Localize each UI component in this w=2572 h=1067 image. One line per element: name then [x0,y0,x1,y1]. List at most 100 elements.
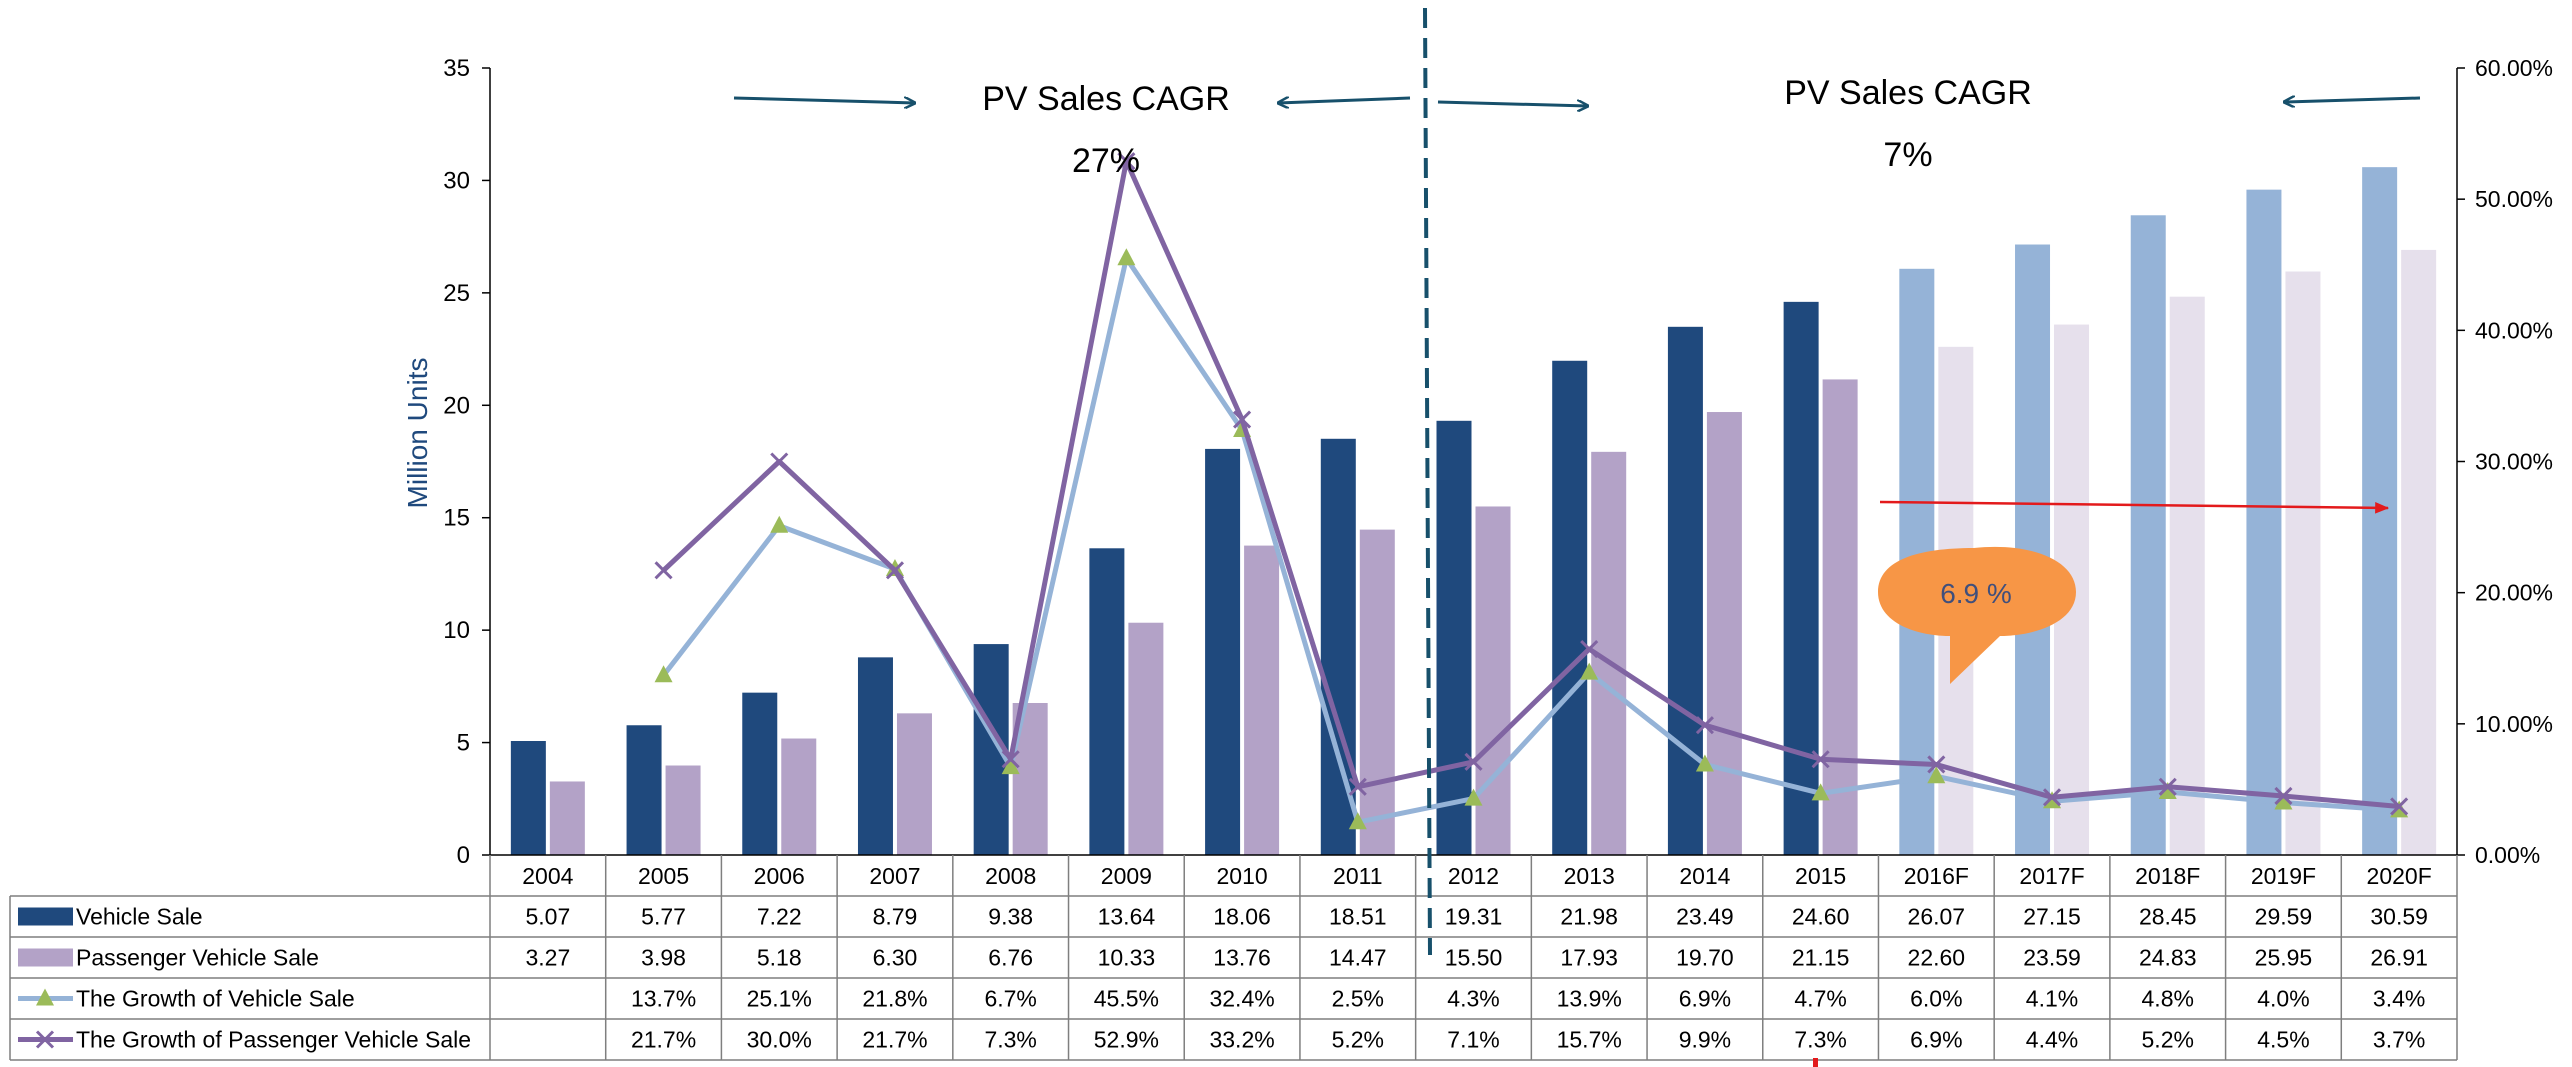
passenger-vehicle-sale-bar [2169,296,2205,856]
table-cell: 32.4% [1209,986,1274,1012]
table-cell: 23.49 [1676,904,1734,930]
vehicle-sale-bar [2130,215,2166,855]
passenger-vehicle-sale-bar [896,713,932,855]
arrow-left-icon [1278,96,1411,103]
passenger-vehicle-sale-bar [665,765,701,855]
table-cell: 21.7% [862,1027,927,1053]
table-cell: 3.27 [525,945,570,971]
vehicle-sale-bar [2362,167,2398,856]
category-label: 2016F [1904,863,1969,889]
x-marker [2390,797,2409,816]
category-label: 2004 [522,863,573,889]
table-cell: 21.15 [1792,945,1850,971]
y-left-tick-label: 0 [457,842,470,869]
table-cell: 26.91 [2370,945,2428,971]
cagr-annotation-right: PV Sales CAGR 7% [1437,74,2421,174]
table-cell: 5.2% [2142,1027,2194,1053]
table-cell: 7.3% [1794,1027,1846,1053]
table-cell: 21.8% [862,986,927,1012]
y-left-tick-label: 15 [443,505,470,532]
table-cell: 6.0% [1910,986,1962,1012]
category-label: 2014 [1679,863,1730,889]
cagr-left-title: PV Sales CAGR [982,80,1230,118]
table-cell: 27.15 [2023,904,2081,930]
table-cell: 45.5% [1094,986,1159,1012]
x-marker [2042,788,2062,807]
x-marker [1927,755,1946,774]
triangle-marker [1117,248,1136,266]
triangle-marker [1580,662,1599,680]
vehicle-sale-bar [1320,438,1356,855]
table-cell: 9.38 [988,904,1033,930]
passenger-vehicle-sale-bar [781,738,817,855]
triangle-marker [1464,788,1483,806]
vehicle-sale-bar [1783,301,1819,855]
category-label: 2013 [1564,863,1615,889]
x-marker [1811,750,1830,769]
table-cell: 6.9% [1679,986,1731,1012]
y-left-tick-label: 35 [443,55,470,82]
y-right-tick-label: 10.00% [2475,711,2553,737]
passenger-vehicle-sale-legend-key [18,948,73,967]
y-right-tick-label: 50.00% [2475,186,2553,212]
vehicle-sale-bar [742,692,778,855]
x-marker [2274,786,2293,806]
table-cell: 6.76 [988,945,1033,971]
trend-arrow [1879,500,2390,514]
y-axis-left-label: Million Units [402,358,433,509]
passenger-vehicle-sale-bar [1244,545,1280,855]
table-cell: 5.77 [641,904,686,930]
table-cell: 3.7% [2373,1027,2425,1053]
y-right-tick-label: 40.00% [2475,317,2553,343]
category-label: 2019F [2251,863,2316,889]
callout-bubble [1878,546,2076,684]
x-marker [1695,716,1714,735]
table-cell: 24.60 [1792,904,1850,930]
cagr-right-title: PV Sales CAGR [1784,74,2032,112]
category-label: 2006 [754,863,805,889]
y-right-tick-label: 0.00% [2475,842,2540,868]
category-label: 2015 [1795,863,1846,889]
callout: 6.9 % [1878,546,2076,684]
table-cell: 15.50 [1445,945,1503,971]
x-marker [654,561,673,580]
table-cell: 6.7% [984,986,1036,1012]
table-cell: 6.30 [873,945,918,971]
period-divider [1423,7,1432,956]
x-marker [1001,750,1020,769]
category-label: 2018F [2135,863,2200,889]
x-marker [2158,777,2177,796]
table-cell: 24.83 [2139,945,2197,971]
data-table: 2004 2005 2006 2007 2008 2009 2010 2011 2012 2013… [9,855,2458,1061]
bars-layer [510,167,2437,856]
table-cell: 7.1% [1447,1027,1499,1053]
table-cell: 25.1% [747,986,812,1012]
y-right-tick-label: 60.00% [2475,55,2553,81]
table-cell: 18.06 [1213,904,1271,930]
table-cell: 17.93 [1560,945,1618,971]
table-cell: 13.64 [1098,904,1156,930]
callout-text: 6.9 % [1940,578,2012,609]
vehicle-sale-legend-key [18,907,73,926]
table-cell: 21.98 [1560,904,1618,930]
category-label: 2011 [1333,863,1382,889]
vehicle-sale-bar [1205,448,1241,855]
passenger-vehicle-sale-bar [1475,506,1511,855]
table-row-label: The Growth of Vehicle Sale [76,986,355,1012]
triangle-marker [1695,754,1714,772]
y-right-tick-label: 20.00% [2475,580,2553,606]
table-cell: 13.7% [631,986,696,1012]
table-cell: 4.3% [1447,986,1499,1012]
passenger-vehicle-sale-bar [1706,412,1742,855]
category-label: 2012 [1448,863,1499,889]
y-left-tick-label: 10 [443,617,470,644]
triangle-marker [2274,792,2293,810]
cagr-left-value: 27% [1072,142,1140,180]
table-row-label: The Growth of Passenger Vehicle Sale [76,1027,471,1053]
y-right-tick-label: 30.00% [2475,449,2553,475]
vehicle-sale-bar [1089,548,1125,855]
table-cell: 28.45 [2139,904,2197,930]
cagr-annotation-left: PV Sales CAGR 27% [733,80,1411,180]
table-cell: 30.59 [2370,904,2428,930]
